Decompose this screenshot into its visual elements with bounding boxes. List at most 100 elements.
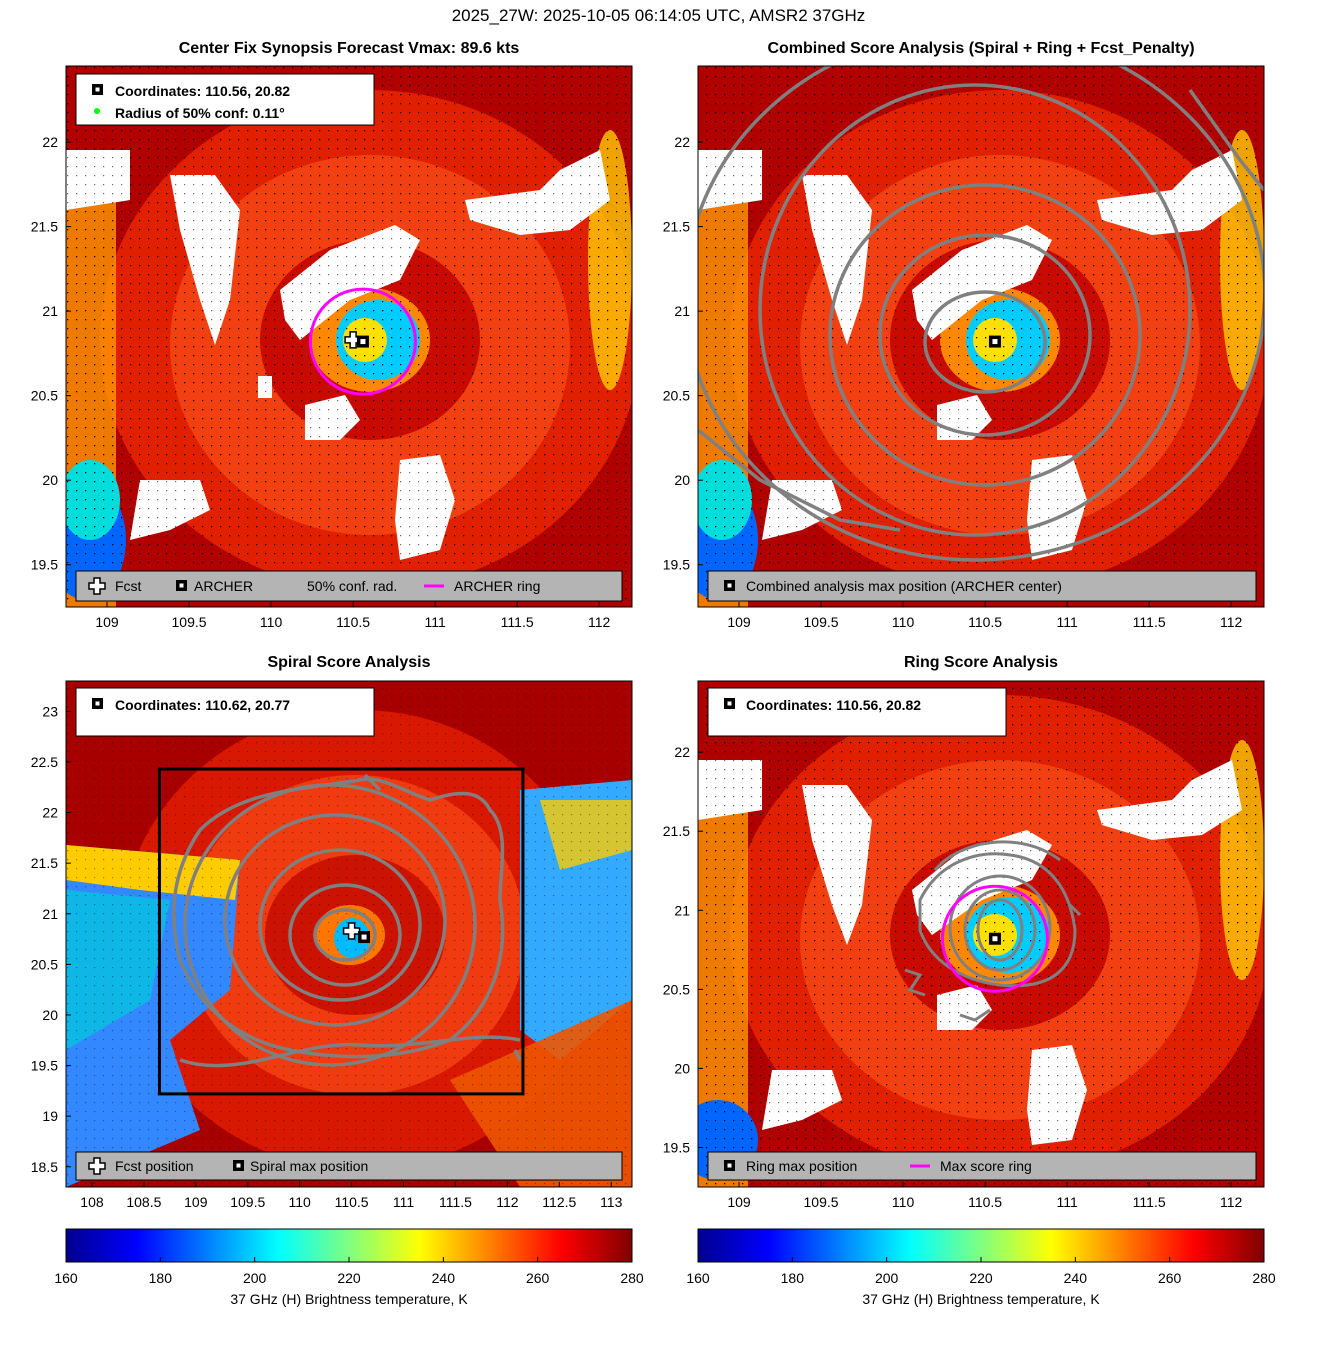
ring-xtick-label: 111 [1056,1194,1077,1210]
colorbar-tick-label: 280 [620,1270,644,1286]
combined-panel: 109 109.5 110 110.5 111 111.5 112 19.5 20 20.5 21… [663,65,1265,630]
synopsis-ytick-label: 22 [42,134,58,150]
combined-axes-frame [697,65,1265,608]
synopsis-ytick-label: 20 [42,472,58,488]
colorbar-tick-label: 180 [149,1270,173,1286]
colorbar-tick-label: 200 [243,1270,267,1286]
colorbar-tick-label: 160 [686,1270,710,1286]
spiral-search-box [157,767,525,1096]
spiral-xtick-label: 110 [289,1194,312,1210]
combined-xtick-label: 111 [1056,614,1077,630]
legend-archer: ARCHER [194,578,253,594]
spiral-xtick-label: 108.5 [126,1194,161,1210]
combined-xtick-label: 110.5 [968,614,1002,630]
spiral-xtick-label: 112 [496,1194,519,1210]
combined-ytick-label: 21.5 [663,219,690,235]
combined-ytick-label: 22 [674,134,690,150]
ring-title: Ring Score Analysis [903,654,1059,671]
ring-contours [904,840,1082,1022]
max-score-ring [940,884,1049,993]
spiral-ytick-label: 19 [42,1108,58,1124]
spiral-ytick-label: 19.5 [31,1058,58,1074]
spiral-legend [75,1151,623,1181]
combined-legend [707,570,1257,602]
colorbar-tick-label: 180 [781,1270,805,1286]
spiral-xtick-label: 111 [393,1194,414,1210]
colorbar-tick-label: 200 [875,1270,899,1286]
fcst-marker [344,331,362,349]
spiral-ytick-label: 22.5 [31,754,58,770]
legend-ring-score: Max score ring [940,1158,1032,1174]
ring-xtick-label: 110.5 [968,1194,1002,1210]
synopsis-xtick-label: 109 [95,614,119,630]
colorbar-left [65,1228,633,1263]
synopsis-coordinates: Coordinates: 110.56, 20.82 [115,83,290,99]
colorbar-tick-label: 220 [337,1270,361,1286]
legend-spiral-fcst: Fcst position [115,1158,194,1174]
synopsis-xtick-label: 112 [588,614,611,630]
combined-xtick-label: 111.5 [1133,614,1166,630]
synopsis-ytick-label: 21 [42,303,58,319]
ring-x-ticks: 109 109.5 110 110.5 111 111.5 112 [727,1182,1243,1210]
legend-spiral-max: Spiral max position [250,1158,368,1174]
ring-panel: 109 109.5 110 110.5 111 111.5 112 19.5 20 20.5 21… [663,680,1265,1210]
colorbar-right-label: 37 GHz (H) Brightness temperature, K [862,1291,1100,1307]
spiral-ytick-label: 21 [42,906,58,922]
combined-xtick-label: 110 [892,614,915,630]
spiral-xtick-label: 112.5 [542,1194,576,1210]
ring-coordinates: Coordinates: 110.56, 20.82 [746,697,921,713]
colorbar-tick-label: 260 [526,1270,550,1286]
combined-xtick-label: 109 [727,614,751,630]
spiral-xtick-label: 108 [80,1194,104,1210]
legend-ring: ARCHER ring [454,578,540,594]
spiral-fcst-legend-icon [88,1157,106,1175]
synopsis-xtick-label: 111.5 [501,614,534,630]
ring-ytick-label: 20 [674,1060,690,1076]
combined-ytick-label: 20.5 [663,388,690,404]
synopsis-x-ticks: 109 109.5 110 110.5 111 111.5 112 [95,602,611,630]
spiral-ytick-label: 20.5 [31,956,58,972]
ring-ytick-label: 22 [674,744,690,760]
spiral-max-marker [358,931,371,944]
spiral-ytick-label: 23 [42,703,58,719]
fcst-legend-icon [88,577,106,595]
synopsis-heatmap [66,66,632,607]
combined-ytick-label: 20 [674,472,690,488]
combined-title: Combined Score Analysis (Spiral + Ring +… [767,40,1195,57]
ring-max-marker [988,932,1001,945]
colorbar-tick-label: 160 [54,1270,78,1286]
spiral-title: Spiral Score Analysis [267,654,431,671]
combined-heatmap [698,66,1264,607]
combined-xtick-label: 109.5 [804,614,839,630]
synopsis-xtick-label: 110 [260,614,283,630]
combined-x-ticks: 109 109.5 110 110.5 111 111.5 112 [727,602,1243,630]
colorbar-tick-label: 240 [1064,1270,1088,1286]
spiral-xtick-label: 111.5 [439,1194,472,1210]
combined-max-marker [988,335,1001,348]
spiral-y-ticks: 18.5 19 19.5 20 20.5 21 21.5 22 22.5 23 [31,703,71,1175]
spiral-ytick-label: 22 [42,805,58,821]
ring-legend [707,1151,1257,1181]
ring-y-ticks: 19.5 20 20.5 21 21.5 22 [663,744,703,1155]
synopsis-y-ticks: 19.5 20 20.5 21 21.5 22 [31,134,71,573]
spiral-xtick-label: 113 [600,1194,623,1210]
ring-xtick-label: 110 [892,1194,915,1210]
spiral-panel: 108 108.5 109 109.5 110 110.5 111 111.5 112 112.5… [31,680,633,1210]
synopsis-xtick-label: 111 [424,614,445,630]
conf-dot-icon [94,108,100,114]
colorbar-tick-label: 240 [432,1270,456,1286]
combined-ytick-label: 21 [674,303,690,319]
ring-xtick-label: 111.5 [1133,1194,1166,1210]
synopsis-panel: 109 109.5 110 110.5 111 111.5 112 19.5 20 20.5 21… [31,65,633,630]
synopsis-ytick-label: 21.5 [31,219,58,235]
combined-ytick-label: 19.5 [663,557,690,573]
spiral-ytick-label: 20 [42,1007,58,1023]
spiral-coordinates: Coordinates: 110.62, 20.77 [115,697,290,713]
spiral-ytick-label: 21.5 [31,855,58,871]
synopsis-xtick-label: 110.5 [336,614,370,630]
figure-title: 2025_27W: 2025-10-05 06:14:05 UTC, AMSR2… [451,6,866,25]
combined-xtick-label: 112 [1220,614,1243,630]
legend-ring-max: Ring max position [746,1158,857,1174]
synopsis-legend [75,570,623,602]
